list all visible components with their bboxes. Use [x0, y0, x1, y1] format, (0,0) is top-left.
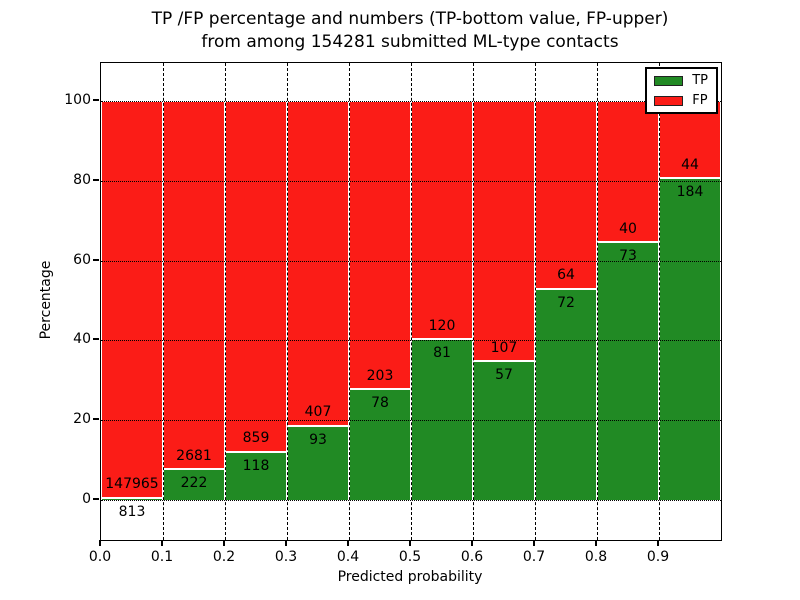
x-gridline	[597, 63, 598, 540]
x-tick-label: 0.4	[336, 549, 360, 565]
x-tick-mark	[99, 540, 101, 546]
x-tick-label: 0.8	[584, 549, 608, 565]
x-tick-mark	[533, 540, 535, 546]
x-tick-label: 0.5	[398, 549, 422, 565]
y-tick-label: 0	[82, 491, 91, 507]
fp-count-label: 859	[242, 430, 270, 447]
x-tick-label: 0.7	[522, 549, 546, 565]
y-tick-label: 60	[73, 251, 91, 268]
x-tick-label: 0.0	[88, 549, 112, 565]
bar-fp-segment	[163, 101, 225, 470]
bar-fp-segment	[349, 101, 411, 390]
fp-count-label: 2681	[176, 447, 212, 464]
x-gridline	[659, 63, 660, 540]
x-gridline	[349, 63, 350, 540]
x-tick-mark	[347, 540, 349, 546]
fp-count-label: 107	[490, 339, 518, 356]
fp-count-label: 64	[557, 267, 575, 284]
x-gridline	[225, 63, 226, 540]
legend-label-fp: FP	[692, 93, 708, 108]
y-tick-mark	[93, 338, 99, 341]
y-tick-mark	[93, 498, 99, 500]
chart-title-line2: from among 154281 submitted ML-type cont…	[201, 32, 619, 52]
bar-fp-segment	[535, 101, 597, 289]
x-tick-mark	[595, 540, 597, 546]
y-tick-label: 40	[73, 331, 91, 348]
y-tick-mark	[93, 99, 99, 101]
tp-count-label: 81	[433, 345, 451, 362]
tp-count-label: 57	[495, 367, 513, 384]
x-tick-mark	[657, 540, 659, 546]
tp-count-label: 118	[242, 457, 270, 474]
legend-item-tp: TP	[654, 74, 708, 87]
x-tick-mark	[471, 540, 473, 546]
bar-tp-segment	[349, 389, 411, 500]
bar-tp-segment	[535, 288, 597, 500]
fp-count-label: 120	[428, 317, 456, 334]
fp-count-label: 203	[366, 367, 394, 384]
fp-count-label: 147965	[105, 476, 159, 493]
tp-count-label: 72	[557, 294, 575, 311]
bar-fp-segment	[473, 101, 535, 362]
legend: TP FP	[645, 67, 718, 114]
bar-fp-segment	[101, 101, 163, 498]
chart-title-line1: TP /FP percentage and numbers (TP-bottom…	[151, 9, 669, 29]
tp-count-label: 78	[371, 395, 389, 412]
x-gridline	[473, 63, 474, 540]
bar-fp-segment	[287, 101, 349, 426]
tp-count-label: 222	[180, 475, 208, 492]
x-tick-label: 0.9	[646, 549, 670, 565]
bar-tp-segment	[659, 178, 721, 500]
bar-tp-segment	[597, 242, 659, 500]
legend-item-fp: FP	[654, 94, 708, 107]
y-tick-label: 100	[64, 92, 91, 108]
fp-count-label: 407	[304, 404, 332, 421]
x-tick-label: 0.3	[274, 549, 298, 565]
fp-color-swatch	[654, 95, 684, 106]
x-tick-mark	[409, 540, 411, 546]
x-gridline	[411, 63, 412, 540]
fp-count-label: 40	[619, 220, 637, 237]
y-tick-label: 20	[73, 411, 91, 428]
x-tick-label: 0.2	[212, 549, 236, 565]
chart-title: TP /FP percentage and numbers (TP-bottom…	[100, 8, 720, 54]
plot-area: 147965 813 2681 222 859 118 407 93 203 78 120 81 107…	[100, 62, 722, 541]
y-tick-label: 80	[73, 171, 91, 188]
x-gridline	[163, 63, 164, 540]
y-tick-mark	[93, 178, 99, 181]
legend-label-tp: TP	[692, 73, 708, 88]
x-gridline	[535, 63, 536, 540]
y-tick-mark	[93, 418, 99, 421]
x-tick-label: 0.6	[460, 549, 484, 565]
x-tick-mark	[223, 540, 225, 546]
bar-fp-segment	[225, 101, 287, 452]
y-tick-mark	[93, 258, 99, 261]
tp-count-label: 184	[676, 184, 704, 200]
x-gridline	[287, 63, 288, 540]
fp-count-label: 44	[681, 156, 699, 173]
bar-tp-segment	[225, 451, 287, 500]
x-tick-mark	[285, 540, 287, 546]
x-tick-mark	[161, 540, 163, 546]
tp-count-label: 73	[619, 248, 637, 265]
x-tick-label: 0.1	[150, 549, 174, 565]
y-axis-label: Percentage	[38, 260, 54, 340]
bar-tp-segment	[163, 469, 225, 500]
bar-tp-segment	[473, 361, 535, 500]
bar-tp-segment	[101, 497, 163, 500]
bar-fp-segment	[411, 101, 473, 340]
tp-count-label: 93	[309, 431, 327, 448]
x-axis-label: Predicted probability	[337, 569, 483, 585]
tp-color-swatch	[654, 75, 684, 86]
tp-count-label: 813	[118, 503, 146, 520]
